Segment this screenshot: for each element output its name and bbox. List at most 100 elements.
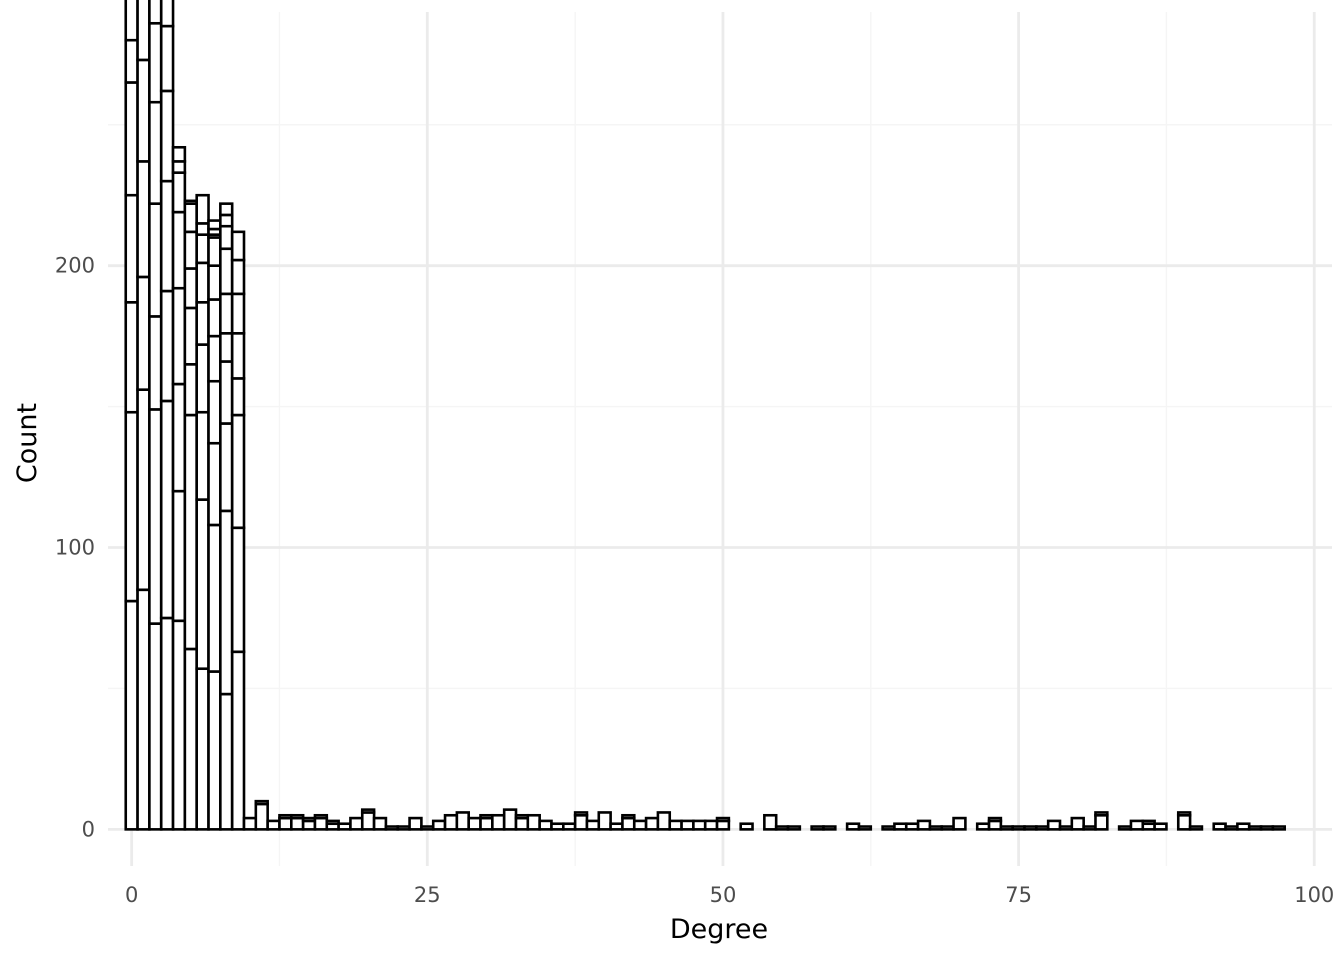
histogram-bars bbox=[124, 0, 1286, 831]
histogram-bin bbox=[195, 193, 210, 831]
histogram-bin bbox=[975, 822, 991, 831]
histogram-bin bbox=[1176, 811, 1192, 831]
bar-segment bbox=[136, 275, 151, 391]
bar-segment bbox=[230, 377, 246, 417]
bar-segment bbox=[266, 819, 281, 831]
histogram-bin bbox=[1153, 822, 1168, 831]
bar-segment bbox=[1023, 825, 1038, 831]
bar-segment bbox=[195, 667, 210, 831]
histogram-bin bbox=[171, 145, 187, 831]
bar-segment bbox=[230, 413, 246, 530]
y-tick-label: 200 bbox=[55, 254, 95, 278]
bar-segment bbox=[207, 264, 222, 301]
bar-segment bbox=[893, 822, 908, 831]
bar-segment bbox=[715, 816, 731, 823]
bar-segment bbox=[136, 588, 151, 831]
bar-segment bbox=[940, 825, 955, 831]
bar-segment bbox=[325, 819, 340, 826]
bar-segment bbox=[1176, 813, 1192, 831]
bar-segment bbox=[621, 813, 636, 820]
histogram-bin bbox=[1070, 816, 1085, 831]
bar-segment bbox=[349, 816, 364, 831]
bar-segment bbox=[159, 616, 175, 831]
bar-segment bbox=[136, 388, 151, 592]
histogram-bin bbox=[301, 816, 317, 831]
x-axis-tick-labels: 0 25 50 75 100 bbox=[125, 883, 1334, 907]
histogram-bin bbox=[455, 811, 470, 831]
bar-segment bbox=[183, 199, 198, 205]
histogram-bin bbox=[1082, 825, 1097, 831]
bar-segment bbox=[857, 825, 873, 831]
bar-segment bbox=[136, 160, 151, 279]
histogram-bin bbox=[904, 822, 920, 831]
bar-segment bbox=[195, 498, 210, 671]
bar-segment bbox=[479, 813, 494, 820]
bar-segment bbox=[171, 619, 187, 831]
bar-segment bbox=[703, 819, 719, 831]
histogram-bin bbox=[1129, 819, 1145, 831]
bar-segment bbox=[1094, 813, 1109, 831]
bar-segment bbox=[207, 298, 222, 338]
histogram-bin bbox=[668, 819, 683, 831]
bar-segment bbox=[219, 213, 234, 228]
bar-segment bbox=[207, 523, 222, 673]
bar-segment bbox=[585, 819, 601, 831]
bar-segment bbox=[207, 670, 222, 831]
bar-segment bbox=[183, 267, 198, 310]
histogram-bin bbox=[526, 813, 541, 831]
bar-segment bbox=[786, 825, 802, 831]
bar-segment bbox=[219, 509, 234, 696]
bar-segment bbox=[195, 343, 210, 414]
bar-segment bbox=[562, 822, 577, 831]
bar-segment bbox=[774, 825, 790, 831]
histogram-bin bbox=[609, 822, 624, 831]
histogram-bin bbox=[715, 816, 731, 831]
histogram-bin bbox=[1212, 822, 1227, 831]
histogram-bin bbox=[408, 816, 423, 831]
bar-segment bbox=[491, 813, 506, 831]
bar-segment bbox=[1070, 816, 1085, 831]
histogram-bin bbox=[893, 822, 908, 831]
bar-segment bbox=[195, 222, 210, 236]
histogram-bin bbox=[940, 825, 955, 831]
bar-segment bbox=[195, 261, 210, 304]
histogram-bin bbox=[656, 811, 672, 831]
bar-segment bbox=[148, 100, 163, 205]
bar-segment bbox=[124, 410, 139, 603]
bar-segment bbox=[195, 193, 210, 225]
histogram-bin bbox=[1247, 825, 1263, 831]
bar-segment bbox=[1153, 822, 1168, 831]
bar-segment bbox=[171, 489, 187, 623]
histogram-bin bbox=[491, 813, 506, 831]
bar-segment bbox=[148, 21, 163, 104]
histogram-bin bbox=[479, 813, 494, 831]
bar-segment bbox=[845, 822, 861, 831]
bar-segment bbox=[1094, 811, 1109, 817]
bar-segment bbox=[290, 816, 305, 831]
bar-segment bbox=[337, 822, 352, 831]
bar-segment bbox=[621, 816, 636, 831]
bar-segment bbox=[550, 822, 565, 831]
bar-segment bbox=[124, 193, 139, 304]
bar-segment bbox=[254, 799, 269, 806]
x-tick-label: 100 bbox=[1294, 883, 1334, 907]
bar-segment bbox=[1259, 825, 1275, 831]
histogram-bin bbox=[644, 816, 660, 831]
histogram-bin bbox=[597, 811, 612, 831]
histogram-bin bbox=[739, 822, 754, 831]
bar-segment bbox=[148, 408, 163, 625]
bar-segment bbox=[443, 813, 459, 831]
bar-segment bbox=[278, 816, 293, 831]
bar-segment bbox=[230, 332, 246, 380]
bar-segment bbox=[254, 802, 269, 831]
bar-segment bbox=[692, 819, 707, 831]
histogram-bin bbox=[219, 202, 234, 831]
bar-segment bbox=[195, 410, 210, 501]
histogram-bin bbox=[266, 819, 281, 831]
histogram-bin bbox=[763, 813, 778, 831]
histogram-bin bbox=[431, 819, 447, 831]
histogram-bin bbox=[1011, 825, 1026, 831]
histogram-bin bbox=[952, 816, 967, 831]
bar-segment bbox=[597, 811, 612, 831]
bar-segment bbox=[573, 811, 589, 817]
